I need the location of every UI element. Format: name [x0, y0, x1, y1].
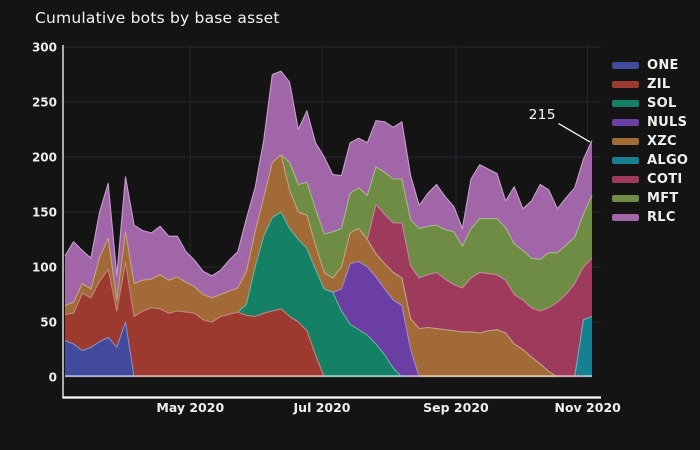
legend-swatch-XZC — [612, 138, 639, 145]
area-series-RLC — [65, 71, 592, 306]
y-tick-label: 300 — [32, 41, 57, 55]
x-tick-label: Nov 2020 — [555, 400, 622, 415]
annotation-leader-line — [558, 122, 591, 143]
y-tick-label: 200 — [32, 151, 57, 165]
legend-item-MFT: MFT — [612, 189, 688, 208]
legend-item-RLC: RLC — [612, 208, 688, 227]
series-topline-ZIL — [64, 262, 325, 378]
legend-swatch-COTI — [612, 176, 639, 183]
legend-swatch-ONE — [612, 62, 639, 69]
y-tick-label: 100 — [32, 261, 57, 275]
y-tick-label: 250 — [32, 96, 57, 110]
series-topline-MFT — [280, 154, 593, 260]
area-series-ZIL — [65, 262, 592, 377]
legend: ONE ZIL SOL NULS XZC ALGO COTI MFT RLC — [612, 56, 688, 227]
series-topline-XZC — [64, 154, 558, 378]
series-topline-ALGO — [574, 315, 593, 378]
legend-item-SOL: SOL — [612, 94, 688, 113]
series-topline-NULS — [332, 260, 420, 378]
legend-swatch-ZIL — [612, 81, 639, 88]
area-series-SOL — [65, 212, 592, 377]
legend-label-SOL: SOL — [647, 96, 677, 111]
chart-title: Cumulative bots by base asset — [35, 9, 280, 27]
series-topline-ONE — [64, 321, 135, 378]
legend-item-XZC: XZC — [612, 132, 688, 151]
legend-item-ONE: ONE — [612, 56, 688, 75]
series-topline-RLC — [64, 70, 593, 277]
legend-swatch-MFT — [612, 195, 639, 202]
annotation-label: 215 — [528, 107, 556, 123]
legend-item-ZIL: ZIL — [612, 75, 688, 94]
legend-label-ZIL: ZIL — [647, 77, 671, 92]
legend-item-NULS: NULS — [612, 113, 688, 132]
legend-label-RLC: RLC — [647, 210, 676, 225]
legend-swatch-RLC — [612, 214, 639, 221]
legend-swatch-ALGO — [612, 157, 639, 164]
legend-swatch-SOL — [612, 100, 639, 107]
legend-label-ALGO: ALGO — [647, 153, 689, 168]
x-tick-label: Sep 2020 — [423, 400, 489, 415]
series-topline-SOL — [237, 211, 403, 378]
area-series-ONE — [65, 322, 592, 377]
y-tick-label: 50 — [40, 316, 57, 330]
series-topline-COTI — [366, 203, 593, 312]
legend-swatch-NULS — [612, 119, 639, 126]
y-tick-label: 150 — [32, 206, 57, 220]
legend-item-COTI: COTI — [612, 170, 688, 189]
legend-label-NULS: NULS — [647, 115, 688, 130]
legend-label-ONE: ONE — [647, 58, 679, 73]
legend-label-MFT: MFT — [647, 191, 679, 206]
x-tick-label: Jul 2020 — [293, 400, 351, 415]
legend-label-XZC: XZC — [647, 134, 677, 149]
x-tick-label: May 2020 — [156, 400, 224, 415]
legend-item-ALGO: ALGO — [612, 151, 688, 170]
area-series-COTI — [65, 154, 592, 377]
y-tick-label: 0 — [49, 371, 57, 385]
legend-label-COTI: COTI — [647, 172, 683, 187]
area-series-MFT — [65, 154, 592, 311]
